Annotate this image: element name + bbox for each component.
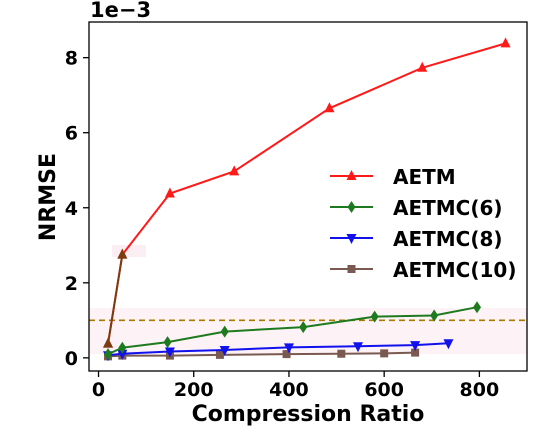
data-point-aetmc-6 <box>220 325 229 338</box>
data-point-aetmc-10 <box>215 350 224 359</box>
legend-label: AETMC(8) <box>393 227 503 251</box>
data-point-aetmc-6 <box>299 321 308 334</box>
legend-marker <box>347 265 356 273</box>
data-point-aetmc-10 <box>380 349 389 358</box>
overlay-point <box>117 248 128 259</box>
data-point-aetmc-6 <box>104 348 113 361</box>
plot-frame <box>88 21 528 372</box>
data-point-aetmc-8 <box>352 342 363 353</box>
legend-label: AETMC(10) <box>393 258 516 282</box>
data-point-aetmc-10 <box>411 348 420 357</box>
legend-marker <box>346 234 357 244</box>
data-point-aetm <box>164 187 175 198</box>
series-line-aetmc-6 <box>107 306 478 356</box>
y-axis-label: NRMSE <box>36 153 61 241</box>
overlay-point <box>103 337 114 348</box>
y-tick-label: 4 <box>65 198 78 220</box>
data-point-aetm <box>500 37 511 48</box>
y-tick-label: 2 <box>65 273 78 295</box>
data-point-aetm <box>417 61 428 72</box>
y-offset-label: 1e−3 <box>90 0 151 22</box>
axes-layer: 0 200 400 600 800 0 2 4 6 8 <box>65 48 499 401</box>
data-point-aetmc-8 <box>117 349 128 360</box>
data-point-aetmc-10 <box>337 349 346 358</box>
x-tick-label: 200 <box>174 379 214 401</box>
data-point-aetmc-8 <box>164 347 175 358</box>
y-tick-label: 6 <box>65 123 78 145</box>
data-point-aetm <box>324 102 335 113</box>
x-tick-label: 400 <box>269 379 309 401</box>
legend-marker <box>346 170 357 180</box>
x-tick-label: 0 <box>92 379 105 401</box>
x-axis-label: Compression Ratio <box>192 402 425 427</box>
data-point-aetmc-6 <box>163 336 172 349</box>
data-point-aetmc-6 <box>370 310 379 323</box>
legend-label: AETM <box>393 165 456 189</box>
data-point-aetm <box>229 165 240 176</box>
series-line-aetmc-8 <box>107 342 449 357</box>
y-tick-label: 0 <box>65 348 78 370</box>
x-tick-label: 800 <box>460 379 500 401</box>
legend-marker <box>347 201 356 213</box>
legend-label: AETMC(6) <box>393 196 503 220</box>
marks-layer <box>89 37 527 362</box>
y-tick-label: 8 <box>65 48 78 70</box>
series-line-aetmc-10 <box>107 351 416 358</box>
data-point-aetmc-6 <box>430 309 439 322</box>
data-point-aetmc-8 <box>443 339 454 350</box>
data-point-aetmc-10 <box>282 350 291 359</box>
data-point-aetmc-8 <box>410 341 421 352</box>
legend: AETM AETMC(6) AETMC(8) AETMC(10) <box>330 165 516 282</box>
data-point-aetmc-8 <box>283 343 294 354</box>
data-point-aetmc-8 <box>219 345 230 356</box>
x-tick-label: 600 <box>364 379 404 401</box>
overlay-segment <box>107 254 124 344</box>
data-point-aetmc-6 <box>118 341 127 354</box>
data-point-aetmc-6 <box>473 301 482 314</box>
